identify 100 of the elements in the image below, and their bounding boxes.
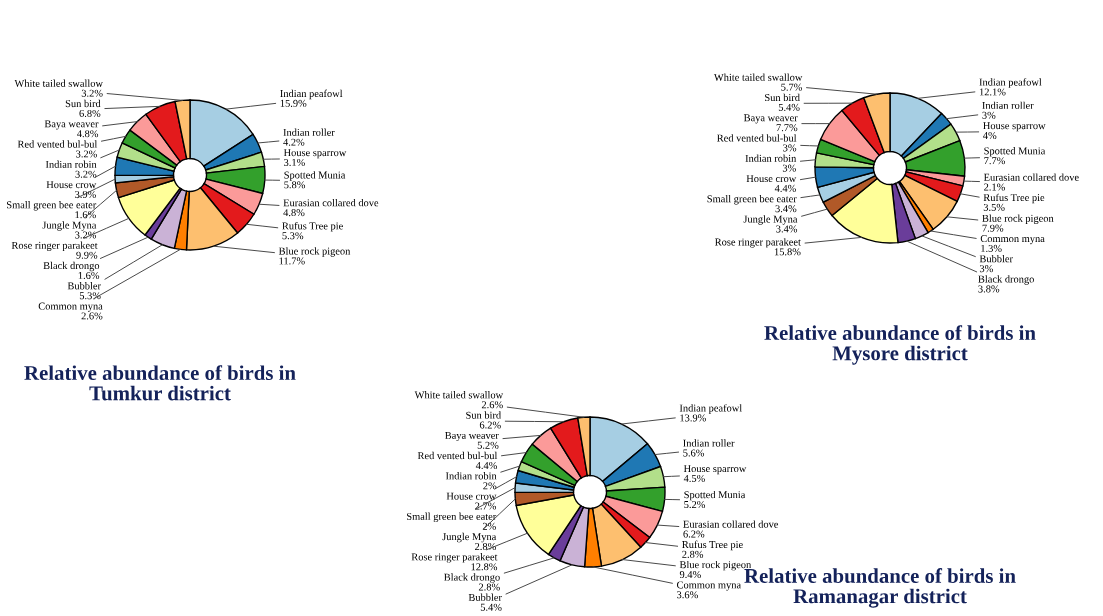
slice-label: Baya weaver [44,120,99,130]
slice-label: Rufus Tree pie [682,540,743,551]
slice-label: Rufus Tree pie [282,222,343,232]
slice-label: Indian roller [683,439,735,447]
data-label: 5.3% [282,232,304,240]
data-label: 6.2% [683,530,705,538]
slice-label: Spotted Munia [284,171,346,181]
data-label: 9.4% [679,571,701,579]
data-label: 5.7% [781,83,803,91]
slice-label: Indian peafowl [280,89,343,100]
data-label: 3% [979,265,993,273]
slice-label: Red vented bul-bul [17,140,98,148]
data-label: 3% [982,111,996,119]
slice-label: Baya weaver [445,432,499,442]
slice-label: White tailed swallow [414,391,504,399]
data-label: 9.9% [76,251,98,259]
data-label: 12.8% [471,563,498,571]
text: Relative abundance of birds in Tumkur district [24,365,296,401]
slice-label: Indian robin [745,154,797,162]
slice-label: Small green bee eater [7,201,97,211]
data-label: 15.9% [280,99,307,107]
data-label: 2.6% [481,401,503,409]
slice-label: Sun bird [466,411,501,419]
slice-label: Sun bird [65,99,101,108]
data-label: 2.7% [475,502,497,510]
slice-label: House crow [446,492,497,500]
slice-label: Eurasian collared dove [983,173,1079,181]
data-label: 3.6% [677,591,698,599]
data-label: 4.8% [76,130,99,138]
data-label: 5.2% [477,441,499,449]
slice-label: Spotted Munia [684,490,746,501]
data-label: 4.2% [283,138,305,146]
data-label: 2% [482,522,496,530]
slice-label: Baya weaver [743,114,798,124]
slice-label: Rose ringer parakeet [11,241,98,252]
data-label: 7.7% [984,157,1006,165]
slice-label: House sparrow [683,465,747,475]
slice-label: Small green bee eater [707,194,797,205]
text: Relative abundance of birds in Mysore district [764,325,1036,365]
slice-label: House crow [746,175,797,183]
slice-label: Indian robin [445,472,497,480]
data-label: 3% [782,164,796,172]
data-label: 6.8% [79,109,101,117]
data-label: 2.8% [475,543,496,551]
data-label: 3.4% [776,225,798,233]
slice-label: Black drongo [978,275,1034,285]
data-label: 2% [483,482,497,490]
data-label: 2.8% [682,550,704,558]
slice-label: Eurasian collared dove [283,198,379,207]
data-label: 5.8% [284,181,306,189]
slice-label: House sparrow [983,122,1046,132]
data-label: 3.1% [284,158,305,166]
slice-label: Red vented bul-bul [417,451,498,460]
data-label: 3.5% [983,203,1005,211]
slice-label: Bubbler [67,282,101,290]
data-label: 6.2% [479,421,501,429]
data-label: 4% [983,131,997,140]
data-label: 5.2% [684,500,706,509]
data-label: 7.9% [982,224,1004,232]
slice-label: Common myna [980,235,1045,245]
data-label: 3.2% [75,170,97,178]
slice-label: House crow [46,181,97,189]
slice-label: Bubbler [468,593,502,601]
slice-label: Black drongo [444,573,500,583]
slice-label: Indian robin [45,160,97,168]
slice-label: Rufus Tree pie [983,193,1045,204]
slice-label: Blue rock pigeon [982,214,1054,224]
slice-label: House sparrow [283,149,347,159]
data-label: 1.6% [78,271,100,280]
data-label: 4.4% [475,461,498,470]
slice-label: Sun bird [765,93,800,102]
slice-label: Spotted Munia [984,147,1046,157]
slice-label: Common myna [676,581,741,591]
slice-label: Blue rock pigeon [278,247,351,257]
data-label: 3.4% [775,205,797,213]
data-label: 5.4% [778,103,800,111]
slice-label: Bubbler [979,255,1013,263]
slice-label: White tailed swallow [14,79,103,87]
data-label: 5.6% [683,449,705,457]
slice-label: Red vented bul-bul [717,134,797,142]
data-label: 13.9% [680,414,706,422]
slice-label: Indian roller [982,101,1034,109]
data-label: 1.3% [981,244,1002,252]
data-label: 4.4% [774,184,796,192]
slice-label: Jungle Myna [743,215,798,225]
data-label: 5.4% [480,603,502,611]
data-label: 4.8% [283,209,305,217]
data-label: 3.2% [76,150,97,158]
data-label: 2.1% [984,183,1005,191]
slice-label: Common myna [38,302,103,312]
data-label: 15.8% [774,248,801,256]
data-label: 1.6% [75,211,96,219]
slice-label: Jungle Myna [442,532,497,543]
data-label: 2.6% [81,312,103,320]
data-label: 3.9% [75,190,96,198]
slice-label: White tailed swallow [713,73,803,81]
data-label: 2.8% [478,583,500,591]
data-label: 5.3% [79,292,101,300]
slice-label: Rose ringer parakeet [715,238,801,248]
data-label: 3% [783,144,797,152]
